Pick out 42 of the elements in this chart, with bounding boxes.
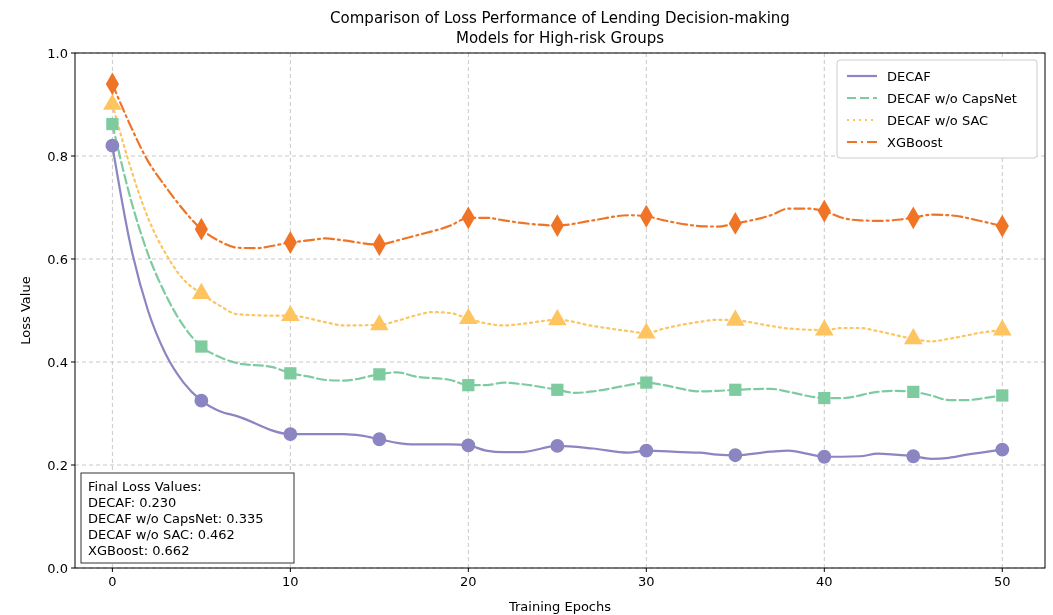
y-axis-title: Loss Value xyxy=(18,276,33,345)
x-tick-label: 40 xyxy=(816,574,833,589)
point xyxy=(283,427,298,441)
legend-label: XGBoost xyxy=(887,135,943,150)
point xyxy=(551,383,564,396)
point xyxy=(373,368,386,381)
y-tick-label: 0.8 xyxy=(47,148,68,164)
point xyxy=(372,432,387,447)
legend-label: DECAF w/o SAC xyxy=(887,113,989,128)
annotation: Final Loss Values: DECAF: 0.230 DECAF w/o CapsNet: 0.335 DECAF w/o SAC: 0.462 XGBoost: 0.662 xyxy=(88,479,264,558)
point xyxy=(550,439,565,453)
point xyxy=(996,389,1009,402)
y-tick-label: 0.6 xyxy=(47,251,68,267)
point xyxy=(906,449,921,464)
x-tick-label: 30 xyxy=(638,574,655,589)
point xyxy=(995,442,1010,457)
x-tick-label: 10 xyxy=(282,574,299,589)
point xyxy=(194,393,209,408)
point xyxy=(639,443,654,458)
legend-label: DECAF w/o CapsNet xyxy=(887,91,1017,106)
point xyxy=(284,367,297,380)
point xyxy=(640,376,653,389)
point xyxy=(105,138,120,153)
x-tick-label: 50 xyxy=(994,574,1011,589)
point xyxy=(818,391,831,405)
x-tick-label: 20 xyxy=(460,574,477,589)
point xyxy=(106,117,119,131)
x-axis-title: Training Epochs xyxy=(507,599,612,614)
point xyxy=(195,340,208,353)
point xyxy=(817,449,832,464)
point xyxy=(907,385,920,398)
chart-title: Comparison of Loss Performance of Lending Decision-making Models for High-risk Groups xyxy=(330,9,790,47)
x-tick-label: 0 xyxy=(108,574,117,589)
legend-label: DECAF xyxy=(887,69,931,84)
point xyxy=(729,383,742,396)
point xyxy=(461,438,476,453)
y-tick-label: 0.2 xyxy=(47,457,68,473)
point xyxy=(462,379,475,392)
y-tick-label: 0.0 xyxy=(47,560,68,576)
y-tick-label: 0.4 xyxy=(47,354,68,370)
point xyxy=(728,448,743,463)
y-tick-label: 1.0 xyxy=(47,45,68,61)
